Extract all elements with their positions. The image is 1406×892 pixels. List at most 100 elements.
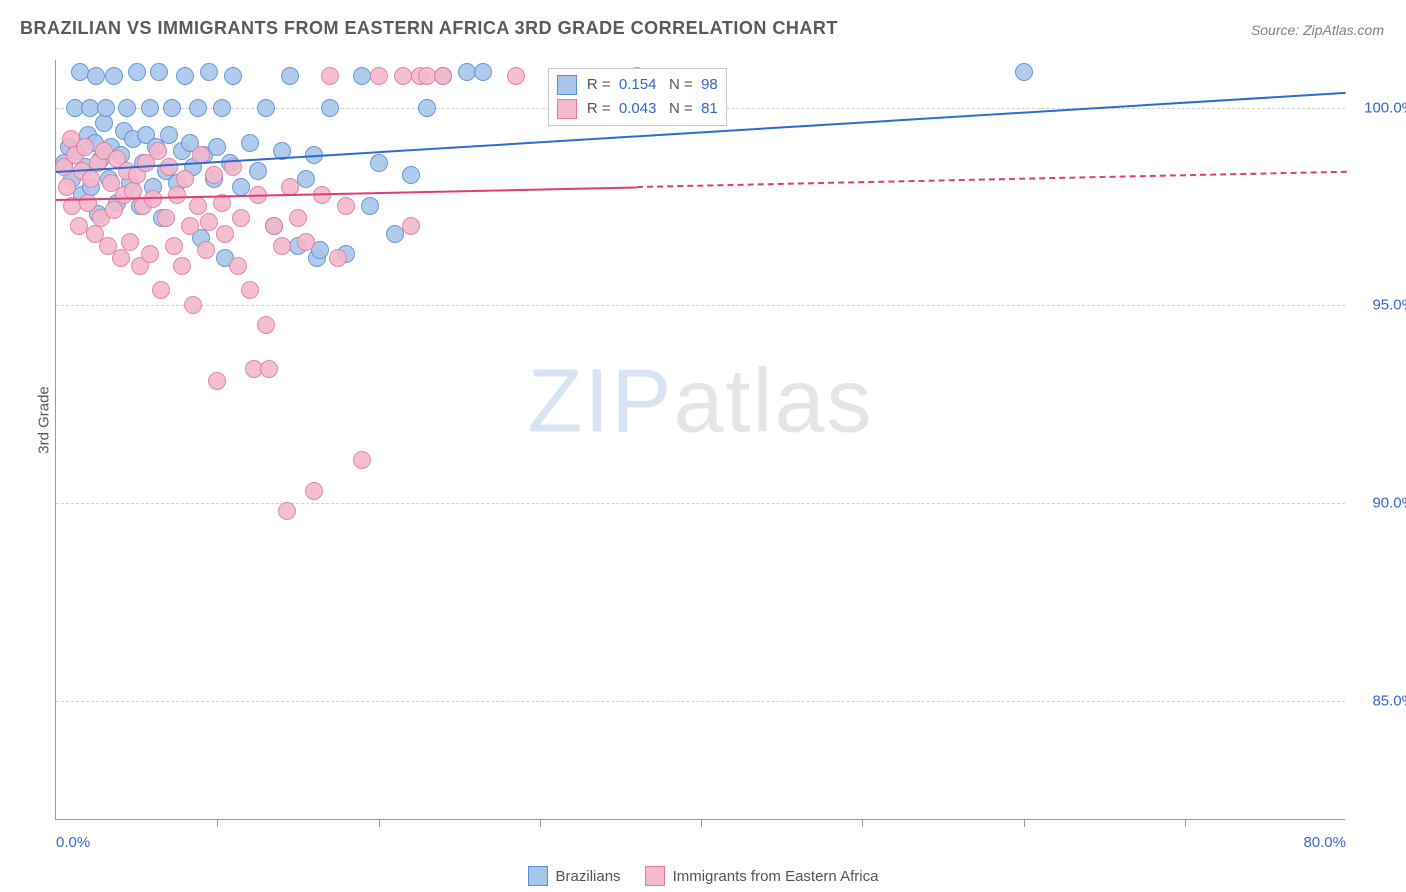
scatter-point — [297, 170, 315, 188]
stats-text: R = 0.154 N = 98 — [587, 76, 718, 93]
watermark-atlas: atlas — [673, 351, 873, 451]
square-icon — [557, 99, 577, 119]
scatter-point — [321, 99, 339, 117]
scatter-point — [224, 67, 242, 85]
scatter-point — [165, 237, 183, 255]
scatter-point — [337, 197, 355, 215]
scatter-point — [95, 114, 113, 132]
gridline — [56, 305, 1345, 306]
legend: Brazilians Immigrants from Eastern Afric… — [0, 866, 1406, 886]
x-tick-mark — [862, 819, 863, 827]
scatter-point — [118, 99, 136, 117]
x-tick-label: 80.0% — [1303, 834, 1346, 851]
square-icon — [557, 75, 577, 95]
scatter-point — [216, 225, 234, 243]
source-attribution: Source: ZipAtlas.com — [1251, 22, 1384, 38]
scatter-point — [257, 316, 275, 334]
scatter-point — [105, 67, 123, 85]
scatter-point — [197, 241, 215, 259]
x-tick-label: 0.0% — [56, 834, 90, 851]
x-tick-mark — [217, 819, 218, 827]
scatter-point — [200, 213, 218, 231]
scatter-point — [76, 138, 94, 156]
scatter-point — [58, 178, 76, 196]
legend-item-immigrants: Immigrants from Eastern Africa — [645, 866, 879, 886]
scatter-point — [329, 249, 347, 267]
scatter-point — [200, 63, 218, 81]
scatter-point — [241, 134, 259, 152]
scatter-point — [1015, 63, 1033, 81]
scatter-point — [160, 126, 178, 144]
scatter-point — [163, 99, 181, 117]
y-tick-label: 90.0% — [1355, 495, 1406, 512]
watermark-zip: ZIP — [527, 351, 673, 451]
scatter-point — [141, 245, 159, 263]
scatter-point — [181, 217, 199, 235]
scatter-point — [370, 154, 388, 172]
scatter-point — [208, 138, 226, 156]
scatter-point — [260, 360, 278, 378]
scatter-point — [213, 99, 231, 117]
gridline — [56, 701, 1345, 702]
scatter-point — [128, 63, 146, 81]
stats-row: R = 0.043 N = 81 — [557, 97, 718, 121]
scatter-point — [176, 67, 194, 85]
scatter-point — [249, 162, 267, 180]
scatter-point — [418, 99, 436, 117]
scatter-point — [87, 67, 105, 85]
scatter-point — [121, 233, 139, 251]
scatter-point — [176, 170, 194, 188]
scatter-point — [353, 451, 371, 469]
plot-area: ZIPatlas 85.0%90.0%95.0%100.0%0.0%80.0%R… — [55, 60, 1345, 820]
scatter-point — [157, 209, 175, 227]
scatter-point — [71, 63, 89, 81]
scatter-point — [112, 249, 130, 267]
gridline — [56, 503, 1345, 504]
scatter-point — [184, 296, 202, 314]
x-tick-mark — [540, 819, 541, 827]
legend-item-brazilians: Brazilians — [528, 866, 621, 886]
scatter-point — [305, 482, 323, 500]
scatter-point — [474, 63, 492, 81]
scatter-point — [265, 217, 283, 235]
scatter-point — [168, 186, 186, 204]
scatter-point — [370, 67, 388, 85]
stats-text: R = 0.043 N = 81 — [587, 100, 718, 117]
square-icon — [645, 866, 665, 886]
x-tick-mark — [1185, 819, 1186, 827]
scatter-point — [289, 209, 307, 227]
scatter-point — [141, 99, 159, 117]
scatter-point — [205, 166, 223, 184]
scatter-point — [189, 99, 207, 117]
scatter-point — [241, 281, 259, 299]
scatter-point — [257, 99, 275, 117]
stats-row: R = 0.154 N = 98 — [557, 73, 718, 97]
scatter-point — [229, 257, 247, 275]
scatter-point — [105, 201, 123, 219]
chart-container: BRAZILIAN VS IMMIGRANTS FROM EASTERN AFR… — [0, 0, 1406, 892]
scatter-point — [434, 67, 452, 85]
scatter-point — [208, 372, 226, 390]
scatter-point — [150, 63, 168, 81]
scatter-point — [402, 166, 420, 184]
y-tick-label: 85.0% — [1355, 693, 1406, 710]
scatter-point — [361, 197, 379, 215]
scatter-point — [160, 158, 178, 176]
scatter-point — [79, 194, 97, 212]
watermark: ZIPatlas — [527, 350, 873, 453]
y-tick-label: 95.0% — [1355, 297, 1406, 314]
scatter-point — [297, 233, 315, 251]
scatter-point — [232, 209, 250, 227]
square-icon — [528, 866, 548, 886]
x-tick-mark — [1024, 819, 1025, 827]
x-tick-mark — [379, 819, 380, 827]
scatter-point — [189, 197, 207, 215]
scatter-point — [507, 67, 525, 85]
stats-box: R = 0.154 N = 98 R = 0.043 N = 81 — [548, 68, 727, 126]
scatter-point — [402, 217, 420, 235]
scatter-point — [97, 99, 115, 117]
y-tick-label: 100.0% — [1355, 99, 1406, 116]
legend-label: Brazilians — [556, 868, 621, 885]
scatter-point — [273, 237, 291, 255]
scatter-point — [321, 67, 339, 85]
